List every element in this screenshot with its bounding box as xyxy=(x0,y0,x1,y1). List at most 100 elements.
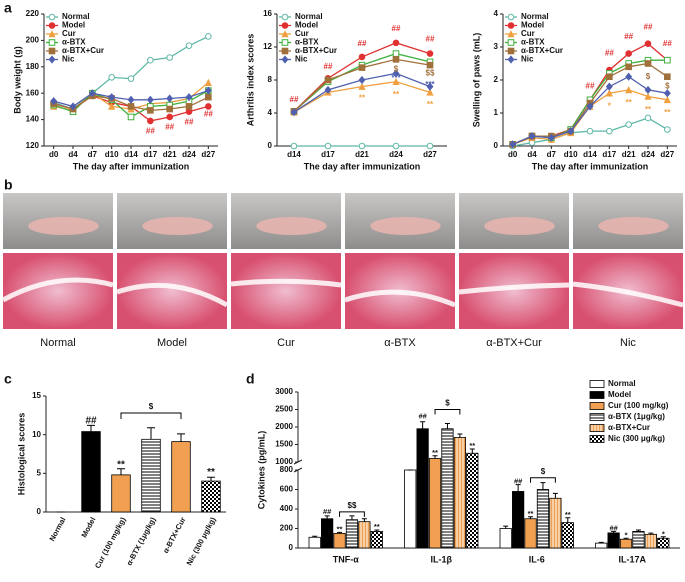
bar xyxy=(404,469,417,549)
marker xyxy=(586,102,594,111)
paw xyxy=(484,217,555,235)
marker xyxy=(48,39,56,46)
marker xyxy=(185,93,193,102)
y-tick-label: 10 xyxy=(32,430,41,439)
legend-label: Model xyxy=(295,21,318,30)
marker xyxy=(147,107,154,114)
marker xyxy=(108,93,116,102)
x-tick-label: d7 xyxy=(88,150,98,159)
legend-label: Nic xyxy=(521,55,534,64)
marker xyxy=(358,142,366,150)
x-tick-label: d14 xyxy=(124,150,138,159)
legend-swatch xyxy=(589,380,605,388)
annotation: * xyxy=(625,530,628,539)
photo-label: α-BTX+Cur xyxy=(486,337,542,349)
bar xyxy=(321,518,334,549)
y-tick-label: 200 xyxy=(26,36,40,45)
marker xyxy=(185,108,193,115)
error-bar xyxy=(420,421,426,429)
bar xyxy=(201,480,221,513)
marker xyxy=(127,113,135,121)
marker xyxy=(324,76,332,84)
annotation: ** xyxy=(374,522,380,531)
legend-label: Cur (100 mg/kg) xyxy=(608,401,669,410)
x-tick-label: d14 xyxy=(287,150,301,159)
bar xyxy=(111,474,131,513)
paw xyxy=(370,217,441,235)
marker xyxy=(358,64,366,71)
legend-label: Cur xyxy=(521,29,535,38)
y-tick-label: 800 xyxy=(280,465,294,474)
marker xyxy=(281,47,289,55)
x-tick-label: α-BTX+Cur xyxy=(161,516,187,555)
x-axis-label: The day after immunization xyxy=(532,161,649,171)
error-bar xyxy=(635,529,641,532)
y-tick-label: 12 xyxy=(263,42,272,51)
error-bar xyxy=(349,515,355,520)
annotation: ** xyxy=(337,524,343,533)
marker xyxy=(281,13,289,21)
marker xyxy=(507,55,515,64)
marker xyxy=(644,85,652,94)
y-tick-label: 2000 xyxy=(275,422,293,431)
legend-label: Model xyxy=(521,21,544,30)
error-bar xyxy=(540,482,546,490)
annotation: ## xyxy=(146,127,155,136)
marker xyxy=(644,114,652,122)
annotation: ** xyxy=(664,108,671,117)
marker xyxy=(644,60,652,67)
x-tick-label: d4 xyxy=(68,150,78,159)
panel-label: c xyxy=(4,371,12,387)
histology-cleft xyxy=(116,282,229,308)
x-tick-label: d0 xyxy=(508,150,518,159)
y-tick-label: 140 xyxy=(26,115,40,124)
x-tick-label: d10 xyxy=(105,150,119,159)
bracket xyxy=(120,412,182,420)
annotation: ## xyxy=(204,109,213,118)
marker xyxy=(324,85,332,94)
bar xyxy=(512,491,525,549)
marker xyxy=(426,82,434,91)
marker xyxy=(147,56,154,64)
x-axis-label: The day after immunization xyxy=(304,161,421,171)
x-tick-label: d21 xyxy=(163,150,177,159)
legend-label: α-BTX xyxy=(521,38,545,47)
y-tick-label: 400 xyxy=(280,504,294,513)
marker xyxy=(625,72,633,81)
legend-label: Cur xyxy=(62,29,76,38)
marker xyxy=(48,47,56,55)
annotation: ## xyxy=(185,117,194,126)
y-tick-label: 2 xyxy=(494,75,499,84)
marker xyxy=(663,95,671,104)
error-bar xyxy=(147,427,155,440)
x-tick-label: d27 xyxy=(201,150,215,159)
marker xyxy=(146,95,154,104)
y-tick-label: 15 xyxy=(32,391,41,400)
bracket xyxy=(434,409,461,415)
legend-label: Nic xyxy=(295,55,308,64)
marker xyxy=(358,75,366,85)
bar xyxy=(561,522,574,549)
annotation: ** xyxy=(117,459,125,470)
bar xyxy=(644,533,657,549)
annotation: ## xyxy=(586,82,595,91)
x-tick-label: d27 xyxy=(423,150,437,159)
error-bar xyxy=(177,433,185,442)
marker xyxy=(205,33,212,40)
marker xyxy=(392,50,400,57)
marker xyxy=(166,113,173,121)
marker xyxy=(50,97,58,106)
annotation: ** xyxy=(645,105,652,114)
marker xyxy=(281,39,289,46)
y-tick-label: 1000 xyxy=(275,457,293,466)
marker xyxy=(290,142,298,150)
marker xyxy=(281,30,289,38)
marker xyxy=(108,102,116,110)
x-tick-label: α-BTX (1μg/kg) xyxy=(125,515,158,567)
annotation: ## xyxy=(426,35,435,44)
marker xyxy=(507,13,515,21)
y-tick-label: 8 xyxy=(268,75,273,84)
histology-cleft xyxy=(572,281,684,308)
annotation: ** xyxy=(528,509,534,518)
marker xyxy=(606,127,613,135)
